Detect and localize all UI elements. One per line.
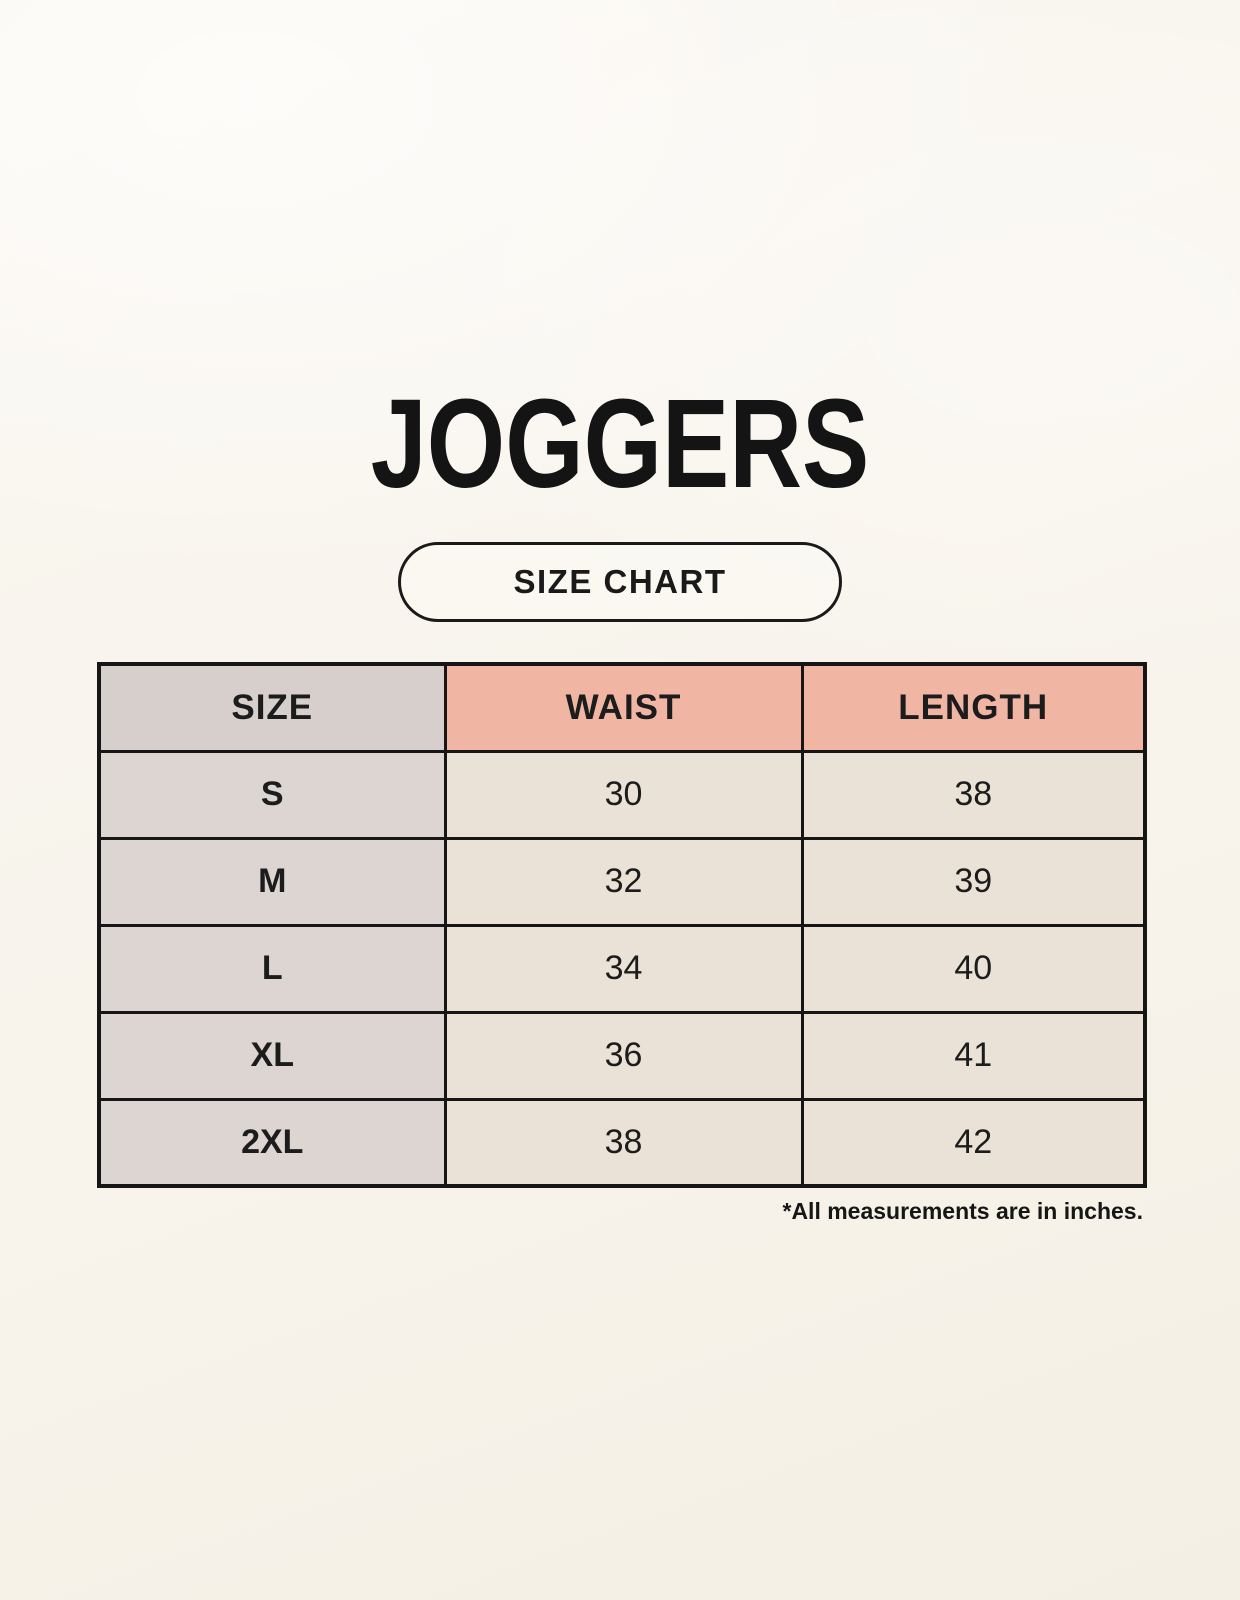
length-cell: 38 [800, 749, 1147, 840]
page-title: JOGGERS [370, 373, 870, 514]
waist-cell: 30 [443, 749, 804, 840]
table-row: M 32 39 [97, 836, 1147, 927]
size-cell: 2XL [97, 1097, 447, 1188]
table-row: 2XL 38 42 [97, 1097, 1147, 1188]
size-cell: XL [97, 1010, 447, 1101]
size-cell: L [97, 923, 447, 1014]
column-header-size: SIZE [97, 662, 447, 753]
column-header-length: LENGTH [800, 662, 1147, 753]
column-header-waist: WAIST [443, 662, 804, 753]
table-row: S 30 38 [97, 749, 1147, 840]
size-cell: S [97, 749, 447, 840]
size-chart-table: SIZE WAIST LENGTH S 30 38 M 32 39 L [97, 662, 1147, 1188]
length-cell: 42 [800, 1097, 1147, 1188]
length-cell: 41 [800, 1010, 1147, 1101]
table-row: L 34 40 [97, 923, 1147, 1014]
table-row: XL 36 41 [97, 1010, 1147, 1101]
waist-cell: 34 [443, 923, 804, 1014]
waist-cell: 38 [443, 1097, 804, 1188]
size-cell: M [97, 836, 447, 927]
waist-cell: 36 [443, 1010, 804, 1101]
size-chart-badge[interactable]: SIZE CHART [398, 542, 842, 622]
waist-cell: 32 [443, 836, 804, 927]
length-cell: 39 [800, 836, 1147, 927]
table-container: SIZE WAIST LENGTH S 30 38 M 32 39 L [97, 662, 1147, 1225]
measurement-note: *All measurements are in inches. [782, 1198, 1144, 1224]
length-cell: 40 [800, 923, 1147, 1014]
size-chart-badge-label: SIZE CHART [513, 563, 727, 600]
table-header-row: SIZE WAIST LENGTH [97, 662, 1147, 753]
